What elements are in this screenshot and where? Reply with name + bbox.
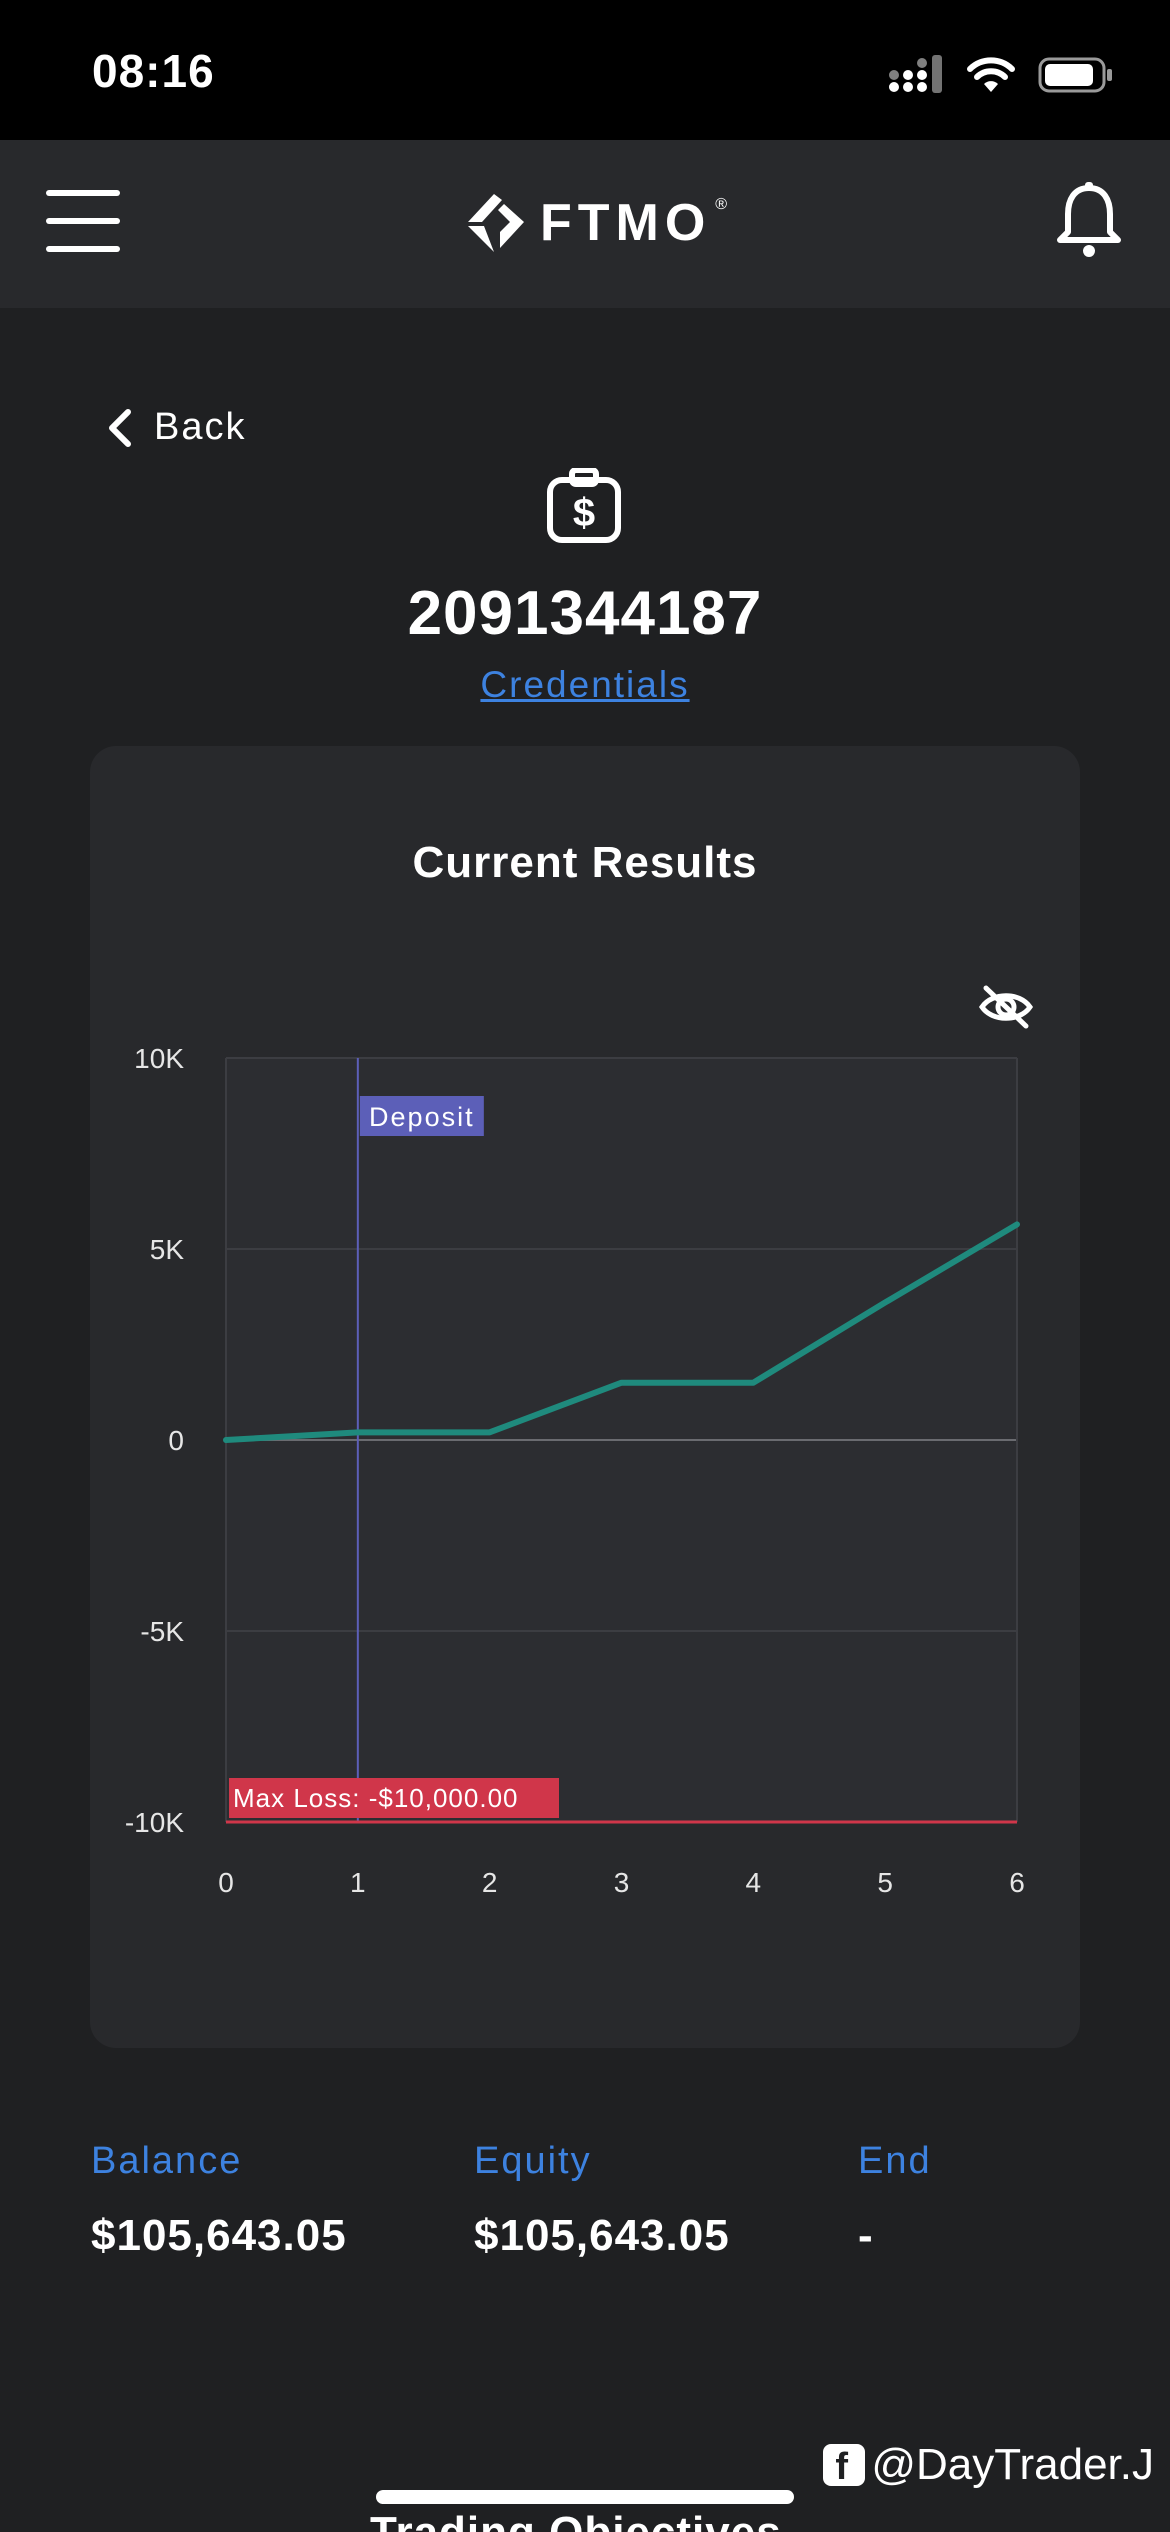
back-label: Back xyxy=(154,406,247,448)
account-money-icon: $ xyxy=(547,468,621,543)
max-loss-label: Max Loss: -$10,000.00 xyxy=(233,1783,519,1813)
equity-label: Equity xyxy=(474,2140,592,2182)
ftmo-logo[interactable]: FTMO ® xyxy=(464,188,735,258)
deposit-label: Deposit xyxy=(369,1102,475,1132)
hide-eye-icon[interactable] xyxy=(978,982,1034,1032)
facebook-icon: f xyxy=(823,2444,866,2488)
end-value: - xyxy=(858,2211,874,2260)
data-point xyxy=(225,1439,227,1441)
data-point xyxy=(1016,1223,1018,1225)
end-stat: End - xyxy=(858,2140,932,2261)
notifications-bell-icon[interactable] xyxy=(1056,180,1122,260)
cellular-signal-icon xyxy=(889,55,942,93)
y-tick-label: -5K xyxy=(140,1616,184,1647)
brand-name: FTMO xyxy=(540,194,712,252)
x-tick-label: 6 xyxy=(1009,1867,1025,1898)
menu-icon-bar xyxy=(46,218,120,224)
status-icons xyxy=(888,50,1114,100)
equity-value: $105,643.05 xyxy=(474,2211,730,2260)
y-tick-label: 5K xyxy=(150,1234,185,1265)
registered-mark: ® xyxy=(715,196,728,213)
account-number: 2091344187 xyxy=(407,579,763,648)
end-label: End xyxy=(858,2140,932,2182)
chart-x-axis: 0 1 2 3 4 5 6 xyxy=(218,1867,1025,1898)
menu-icon-bar xyxy=(46,246,120,252)
y-tick-label: 10K xyxy=(134,1043,184,1074)
credentials-link[interactable]: Credentials xyxy=(480,664,690,705)
chart-annotations: Deposit Max Loss: -$10,000.00 xyxy=(226,1058,1017,1824)
chart-y-axis: 10K 5K 0 -5K -10K xyxy=(125,1043,184,1838)
wifi-icon xyxy=(967,57,1015,92)
balance-label: Balance xyxy=(91,2140,243,2182)
menu-icon-bar xyxy=(46,190,120,196)
x-tick-label: 3 xyxy=(614,1867,630,1898)
home-indicator[interactable] xyxy=(376,2490,794,2504)
x-tick-label: 2 xyxy=(482,1867,498,1898)
status-time: 08:16 xyxy=(92,45,215,97)
data-point xyxy=(489,1431,491,1433)
menu-button[interactable] xyxy=(46,186,120,256)
x-tick-label: 4 xyxy=(746,1867,762,1898)
battery-icon xyxy=(1038,57,1112,93)
balance-stat: Balance $105,643.05 xyxy=(91,2140,347,2261)
equity-stat: Equity $105,643.05 xyxy=(474,2140,730,2261)
svg-text:$: $ xyxy=(573,491,595,535)
data-point xyxy=(621,1382,622,1384)
deposit-label-bg xyxy=(359,1096,484,1136)
chart-grid xyxy=(225,1057,1018,1823)
status-bar: 08:16 xyxy=(0,0,1170,140)
balance-value: $105,643.05 xyxy=(91,2211,347,2260)
x-tick-label: 1 xyxy=(350,1867,366,1898)
facebook-icon-glyph: f xyxy=(835,2446,848,2488)
chart-series xyxy=(223,1221,1020,1443)
results-chart: 10K 5K 0 -5K -10K 0 1 2 3 4 5 6 Deposit Max Loss: -… xyxy=(125,1043,1025,1898)
max-loss-label-bg xyxy=(229,1778,559,1818)
data-point xyxy=(884,1301,886,1303)
x-tick-label: 5 xyxy=(877,1867,893,1898)
data-point xyxy=(752,1382,754,1384)
watermark: f @DayTrader.J xyxy=(823,2440,1154,2490)
trading-objectives-heading: Trading Objectives xyxy=(370,2508,782,2532)
y-tick-label: -10K xyxy=(125,1807,184,1838)
y-tick-label: 0 xyxy=(168,1425,184,1456)
watermark-text: @DayTrader.J xyxy=(871,2440,1154,2489)
x-tick-label: 0 xyxy=(218,1867,234,1898)
app-header: FTMO ® xyxy=(0,140,1170,308)
back-button[interactable]: Back xyxy=(106,406,246,449)
card-title: Current Results xyxy=(412,838,758,887)
ftmo-logo-icon xyxy=(468,194,524,252)
data-point xyxy=(357,1431,359,1433)
chevron-left-icon xyxy=(109,408,131,447)
